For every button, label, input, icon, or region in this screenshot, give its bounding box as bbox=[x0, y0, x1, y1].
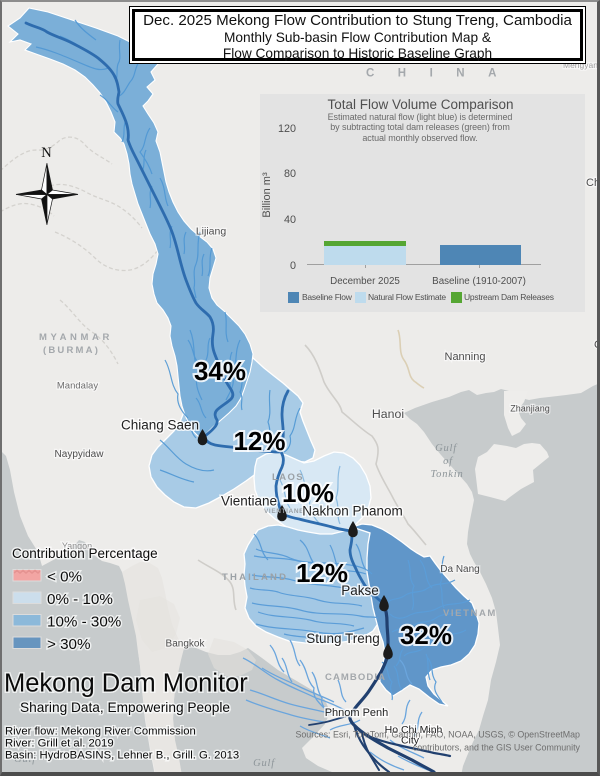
svg-text:0% - 10%: 0% - 10% bbox=[47, 591, 113, 608]
svg-text:> 30%: > 30% bbox=[47, 636, 91, 653]
svg-text:VIENTIANE: VIENTIANE bbox=[264, 508, 304, 515]
svg-text:River flow: Mekong River Commi: River flow: Mekong River Commission bbox=[5, 726, 196, 738]
svg-text:Ho Chi Minh: Ho Chi Minh bbox=[385, 724, 443, 736]
svg-text:Hanoi: Hanoi bbox=[372, 407, 404, 421]
svg-text:MYANMAR: MYANMAR bbox=[39, 332, 113, 343]
svg-text:CHINA: CHINA bbox=[366, 68, 520, 80]
svg-text:Phnom Penh: Phnom Penh bbox=[325, 707, 389, 719]
svg-text:LAOS: LAOS bbox=[272, 472, 304, 483]
svg-text:VIETNAM: VIETNAM bbox=[443, 608, 497, 619]
svg-text:Bangkok: Bangkok bbox=[166, 639, 206, 650]
svg-text:(BURMA): (BURMA) bbox=[43, 345, 100, 356]
svg-text:12%: 12% bbox=[233, 426, 285, 456]
svg-text:Yangon: Yangon bbox=[62, 541, 92, 551]
svg-text:Nakhon Phanom: Nakhon Phanom bbox=[302, 504, 403, 519]
svg-text:Sources: Esri, TomTom, Garmin,: Sources: Esri, TomTom, Garmin, FAO, NOAA… bbox=[295, 730, 580, 740]
svg-text:Mekong Dam Monitor: Mekong Dam Monitor bbox=[4, 670, 248, 698]
svg-text:Gulf: Gulf bbox=[435, 443, 458, 454]
svg-text:Da Nang: Da Nang bbox=[440, 564, 479, 575]
svg-text:Vientiane: Vientiane bbox=[221, 494, 277, 509]
svg-text:Basin: HydroBASINS, Lehner B.,: Basin: HydroBASINS, Lehner B., Grill. G.… bbox=[5, 750, 239, 762]
svg-text:Tonkin: Tonkin bbox=[430, 469, 463, 480]
svg-text:10% - 30%: 10% - 30% bbox=[47, 614, 121, 631]
svg-text:Gulf: Gulf bbox=[253, 758, 276, 769]
svg-text:N: N bbox=[41, 145, 52, 161]
svg-text:32%: 32% bbox=[400, 620, 452, 650]
svg-text:Gulf: Gulf bbox=[14, 754, 37, 765]
svg-text:10%: 10% bbox=[282, 478, 334, 508]
svg-text:THAILAND: THAILAND bbox=[222, 572, 288, 583]
svg-text:City: City bbox=[401, 735, 420, 747]
svg-text:Chiang Saen: Chiang Saen bbox=[121, 418, 199, 433]
svg-text:Contribution Percentage: Contribution Percentage bbox=[12, 546, 158, 561]
svg-text:34%: 34% bbox=[194, 356, 246, 386]
svg-text:of: of bbox=[443, 456, 454, 467]
svg-text:Chongz: Chongz bbox=[594, 339, 600, 351]
svg-text:Sharing Data, Empowering Peopl: Sharing Data, Empowering People bbox=[20, 700, 230, 715]
svg-text:Zhanjiang: Zhanjiang bbox=[510, 404, 550, 414]
svg-text:Stung Treng: Stung Treng bbox=[306, 631, 380, 646]
svg-text:12%: 12% bbox=[296, 558, 348, 588]
svg-text:Pakse: Pakse bbox=[341, 583, 379, 598]
svg-text:River: Grill et al. 2019: River: Grill et al. 2019 bbox=[5, 738, 114, 750]
svg-text:Nanning: Nanning bbox=[445, 351, 486, 363]
svg-text:CAMBODIA: CAMBODIA bbox=[325, 672, 386, 683]
svg-text:Chongzuo: Chongzuo bbox=[586, 177, 600, 189]
svg-text:Mandalay: Mandalay bbox=[57, 381, 98, 392]
svg-text:< 0%: < 0% bbox=[47, 569, 82, 586]
svg-text:Naypyidaw: Naypyidaw bbox=[55, 449, 105, 460]
svg-text:contributors, and the GIS User: contributors, and the GIS User Community bbox=[413, 743, 581, 753]
svg-text:Lijiang: Lijiang bbox=[196, 226, 227, 238]
